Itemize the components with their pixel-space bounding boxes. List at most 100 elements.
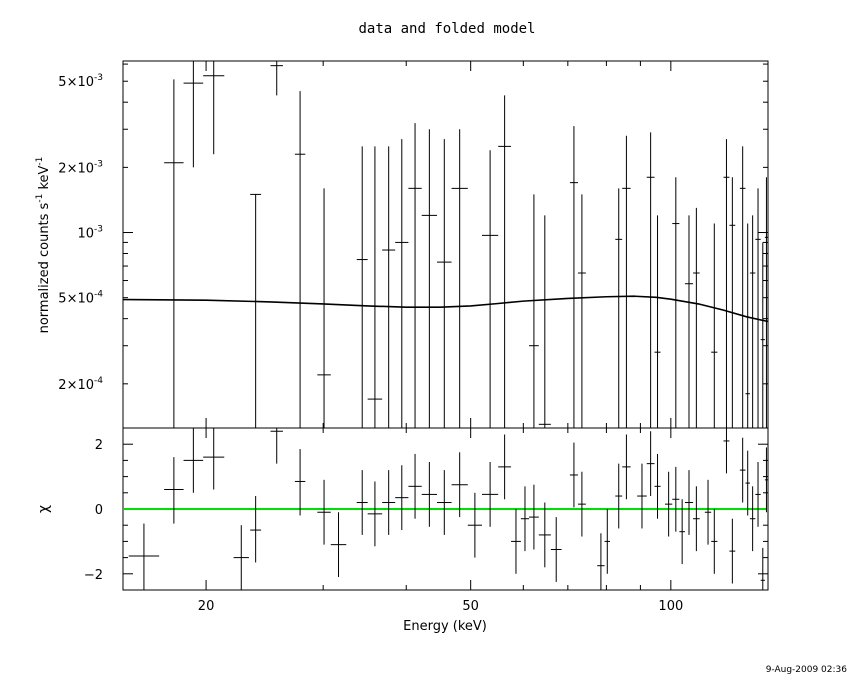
residual-point <box>646 431 655 497</box>
y-tick-label-top: 10-3 <box>77 225 103 242</box>
residual-point <box>684 470 694 535</box>
residual-point <box>203 428 225 490</box>
top-panel-ticks: 2×10-4 5×10-4 10-3 2×10-3 5×10-3 <box>58 63 768 393</box>
residual-point <box>760 547 765 590</box>
y-tick-label-top: 2×10-3 <box>58 159 103 176</box>
residual-point <box>597 533 605 590</box>
data-point-top <box>421 129 438 428</box>
residual-point <box>538 502 551 568</box>
residual-point <box>395 465 409 531</box>
x-tick-label: 20 <box>198 599 215 614</box>
residual-point <box>482 462 499 527</box>
residual-point <box>739 437 746 503</box>
data-point-top <box>615 188 623 428</box>
data-point-top <box>755 188 761 428</box>
residual-point <box>520 486 530 552</box>
data-point-top <box>250 193 262 428</box>
residual-point <box>764 447 768 513</box>
data-point-top <box>451 129 468 428</box>
residual-point <box>529 484 539 550</box>
data-point-top <box>684 215 694 428</box>
bottom-y-axis-label: χ <box>36 505 52 513</box>
residual-point <box>128 523 160 590</box>
data-point-top <box>529 194 539 428</box>
data-point-top <box>693 207 700 428</box>
x-tick-label: 100 <box>658 599 683 614</box>
data-point-top <box>739 146 746 428</box>
data-point-top <box>646 132 655 428</box>
residual-point <box>711 509 718 574</box>
residual-point <box>550 517 562 582</box>
residual-point <box>498 434 512 500</box>
residual-point <box>164 457 184 524</box>
data-point-top <box>482 150 499 428</box>
residual-point <box>622 434 631 500</box>
y-tick-label-bottom: −2 <box>84 568 103 583</box>
residual-point <box>511 509 521 574</box>
data-point-top <box>382 146 396 428</box>
data-point-top <box>437 139 452 428</box>
residual-point <box>704 479 712 545</box>
y-tick-label-bottom: 2 <box>95 438 103 453</box>
data-point-top <box>395 139 409 428</box>
chart-title: data and folded model <box>358 21 535 37</box>
residual-point <box>437 470 452 535</box>
data-point-top <box>622 135 631 428</box>
residual-point <box>749 486 756 552</box>
residual-point <box>233 525 249 590</box>
residual-point <box>654 453 661 519</box>
residual-point <box>467 492 483 558</box>
data-point-top <box>203 61 225 155</box>
residual-point <box>294 449 306 516</box>
data-point-top <box>538 215 551 428</box>
residual-point <box>729 518 736 584</box>
y-tick-label-bottom: 0 <box>95 503 103 518</box>
data-point-top <box>498 95 512 428</box>
bottom-panel-data-points <box>128 428 768 590</box>
top-y-axis-label: normalized counts s-1 keV-1 <box>35 157 52 334</box>
residual-point <box>330 512 347 578</box>
data-point-top <box>729 177 736 428</box>
data-point-top <box>577 194 586 428</box>
data-point-top <box>672 177 680 428</box>
data-point-top <box>294 91 306 428</box>
data-point-top <box>745 223 750 428</box>
folded-model-line <box>122 295 769 323</box>
residual-point <box>665 471 673 537</box>
data-point-top <box>317 188 331 428</box>
data-point-top <box>164 79 184 428</box>
x-tick-label: 50 <box>462 599 479 614</box>
data-point-top <box>723 139 730 428</box>
residual-point <box>723 428 730 474</box>
data-point-top <box>749 215 756 428</box>
residual-point <box>569 442 578 508</box>
data-point-top <box>764 177 768 428</box>
footer-timestamp: 9-Aug-2009 02:36 <box>766 665 848 675</box>
data-point-top <box>367 146 383 428</box>
x-axis-label: Energy (keV) <box>403 619 487 634</box>
data-point-top <box>408 123 422 428</box>
residual-point <box>693 486 700 552</box>
residual-point <box>745 450 750 516</box>
residual-point <box>637 463 647 529</box>
residual-point <box>421 462 438 527</box>
residual-point <box>367 481 383 547</box>
residual-point <box>382 470 396 535</box>
data-point-top <box>270 61 283 96</box>
data-point-top <box>654 215 661 428</box>
residual-point <box>679 499 685 565</box>
residual-point <box>755 462 761 527</box>
residual-point <box>672 466 680 532</box>
residual-point <box>183 428 204 493</box>
residual-point <box>577 471 586 537</box>
data-point-top <box>760 242 765 428</box>
residual-point <box>317 479 331 545</box>
residual-point <box>451 452 468 518</box>
residual-point <box>250 496 262 563</box>
residual-point <box>408 453 422 519</box>
y-tick-label-top: 2×10-4 <box>58 376 103 393</box>
residual-point <box>615 463 623 529</box>
residual-point <box>604 509 610 574</box>
data-point-top <box>711 223 718 428</box>
